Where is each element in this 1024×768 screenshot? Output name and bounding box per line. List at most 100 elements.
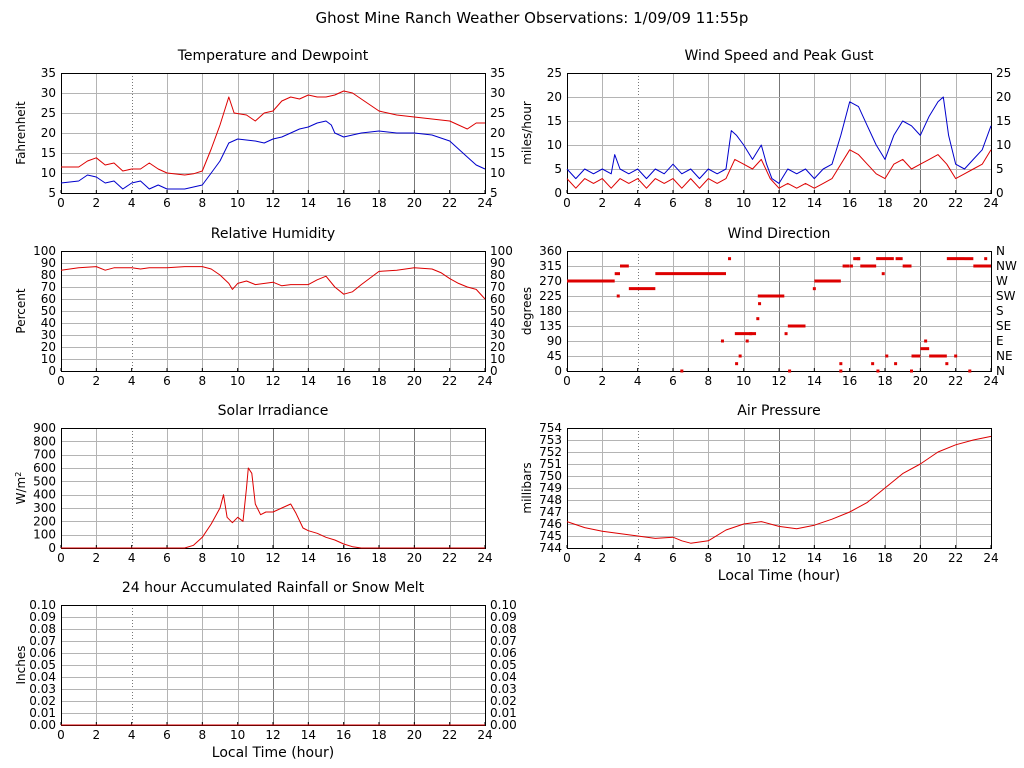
x-tick-label: 12 xyxy=(265,728,280,742)
y-right-tick-label: 20 xyxy=(490,126,505,140)
x-tick-label: 10 xyxy=(736,374,751,388)
y-tick-label: 20 xyxy=(547,90,562,104)
x-tick-label: 24 xyxy=(983,196,998,210)
x-tick-label: 6 xyxy=(163,551,171,565)
y-tick-label: 749 xyxy=(539,481,562,495)
y-right-tick-label: 0.05 xyxy=(490,658,517,672)
x-tick-label: 20 xyxy=(913,196,928,210)
temp-series-1-line xyxy=(60,120,486,190)
chart-title: Wind Direction xyxy=(728,226,831,242)
y-axis-label: miles/hour xyxy=(520,101,534,165)
y-right-tick-label: 70 xyxy=(490,280,505,294)
y-tick-label: 900 xyxy=(33,421,56,435)
y-right-tick-label: 100 xyxy=(490,244,513,258)
y-right-tick-label: NW xyxy=(996,259,1017,273)
y-right-tick-label: 10 xyxy=(996,138,1011,152)
x-tick-label: 2 xyxy=(599,551,607,565)
x-tick-label: 22 xyxy=(948,196,963,210)
x-tick-label: 22 xyxy=(442,728,457,742)
x-tick-label: 10 xyxy=(736,551,751,565)
x-tick-label: 14 xyxy=(301,551,316,565)
y-right-tick-label: 30 xyxy=(490,328,505,342)
y-tick-label: 100 xyxy=(33,244,56,258)
wind-direction-point xyxy=(984,257,988,261)
x-tick-label: 8 xyxy=(705,196,713,210)
x-tick-label: 10 xyxy=(230,728,245,742)
wind-series-1-line xyxy=(566,149,992,189)
y-tick-label: 0.03 xyxy=(29,682,56,696)
x-tick-label: 0 xyxy=(57,728,65,742)
x-tick-label: 0 xyxy=(57,374,65,388)
y-right-tick-label: 0.10 xyxy=(490,598,517,612)
y-right-tick-label: 0.09 xyxy=(490,610,517,624)
wind-direction-point xyxy=(857,257,860,261)
x-tick-label: 14 xyxy=(301,196,316,210)
y-right-tick-label: SE xyxy=(996,319,1011,333)
y-tick-label: 300 xyxy=(33,501,56,515)
y-tick-label: 0.02 xyxy=(29,694,56,708)
y-axis-label: degrees xyxy=(520,287,534,335)
x-tick-label: 18 xyxy=(371,728,386,742)
x-tick-label: 24 xyxy=(983,551,998,565)
x-tick-label: 20 xyxy=(913,551,928,565)
y-right-tick-label: 50 xyxy=(490,304,505,318)
y-tick-label: 270 xyxy=(539,274,562,288)
wind-direction-point xyxy=(616,294,620,298)
wind-direction-point xyxy=(784,332,788,336)
chart-title: Temperature and Dewpoint xyxy=(177,48,369,64)
y-tick-label: 0.06 xyxy=(29,646,56,660)
y-axis-label: Inches xyxy=(14,646,28,685)
y-tick-label: 20 xyxy=(41,126,56,140)
y-tick-label: 45 xyxy=(547,349,562,363)
x-tick-label: 8 xyxy=(199,374,207,388)
x-tick-label: 22 xyxy=(442,551,457,565)
x-tick-label: 12 xyxy=(771,551,786,565)
plot-frame xyxy=(61,73,486,194)
y-tick-label: 0 xyxy=(554,364,562,378)
x-tick-label: 14 xyxy=(807,374,822,388)
plot-frame xyxy=(567,251,992,372)
rain-chart: 24 hour Accumulated Rainfall or Snow Mel… xyxy=(14,580,517,761)
x-tick-label: 6 xyxy=(163,196,171,210)
y-tick-label: 0.07 xyxy=(29,634,56,648)
x-tick-label: 6 xyxy=(163,374,171,388)
x-tick-label: 14 xyxy=(301,374,316,388)
chart-title: Relative Humidity xyxy=(211,226,335,242)
x-axis-label: Local Time (hour) xyxy=(718,568,840,584)
x-tick-label: 16 xyxy=(336,728,351,742)
x-axis-label: Local Time (hour) xyxy=(212,745,334,761)
x-tick-label: 4 xyxy=(634,196,642,210)
x-tick-label: 12 xyxy=(265,374,280,388)
x-tick-label: 16 xyxy=(336,196,351,210)
wind-direction-point xyxy=(788,369,792,373)
wind-direction-point xyxy=(839,369,843,373)
y-right-tick-label: W xyxy=(996,274,1008,288)
chart-title: Air Pressure xyxy=(737,403,820,419)
x-tick-label: 12 xyxy=(771,374,786,388)
wind-direction-point xyxy=(849,264,853,268)
y-right-tick-label: S xyxy=(996,304,1004,318)
y-tick-label: 800 xyxy=(33,434,56,448)
y-right-tick-label: SW xyxy=(996,289,1016,303)
wind-direction-point xyxy=(910,369,913,373)
y-axis-label: Fahrenheit xyxy=(14,101,28,165)
x-tick-label: 0 xyxy=(563,551,571,565)
y-right-tick-label: 15 xyxy=(996,114,1011,128)
y-right-tick-label: 30 xyxy=(490,86,505,100)
wind-direction-point xyxy=(720,339,724,343)
wind-direction-point xyxy=(749,332,753,336)
y-tick-label: 70 xyxy=(41,280,56,294)
x-tick-label: 20 xyxy=(407,374,422,388)
y-right-tick-label: 0.08 xyxy=(490,622,517,636)
x-tick-label: 8 xyxy=(705,374,713,388)
y-right-tick-label: 0.01 xyxy=(490,706,517,720)
x-tick-label: 20 xyxy=(407,728,422,742)
y-tick-label: 0.05 xyxy=(29,658,56,672)
x-tick-label: 18 xyxy=(371,551,386,565)
wind-direction-point xyxy=(839,362,843,366)
y-tick-label: 25 xyxy=(41,106,56,120)
